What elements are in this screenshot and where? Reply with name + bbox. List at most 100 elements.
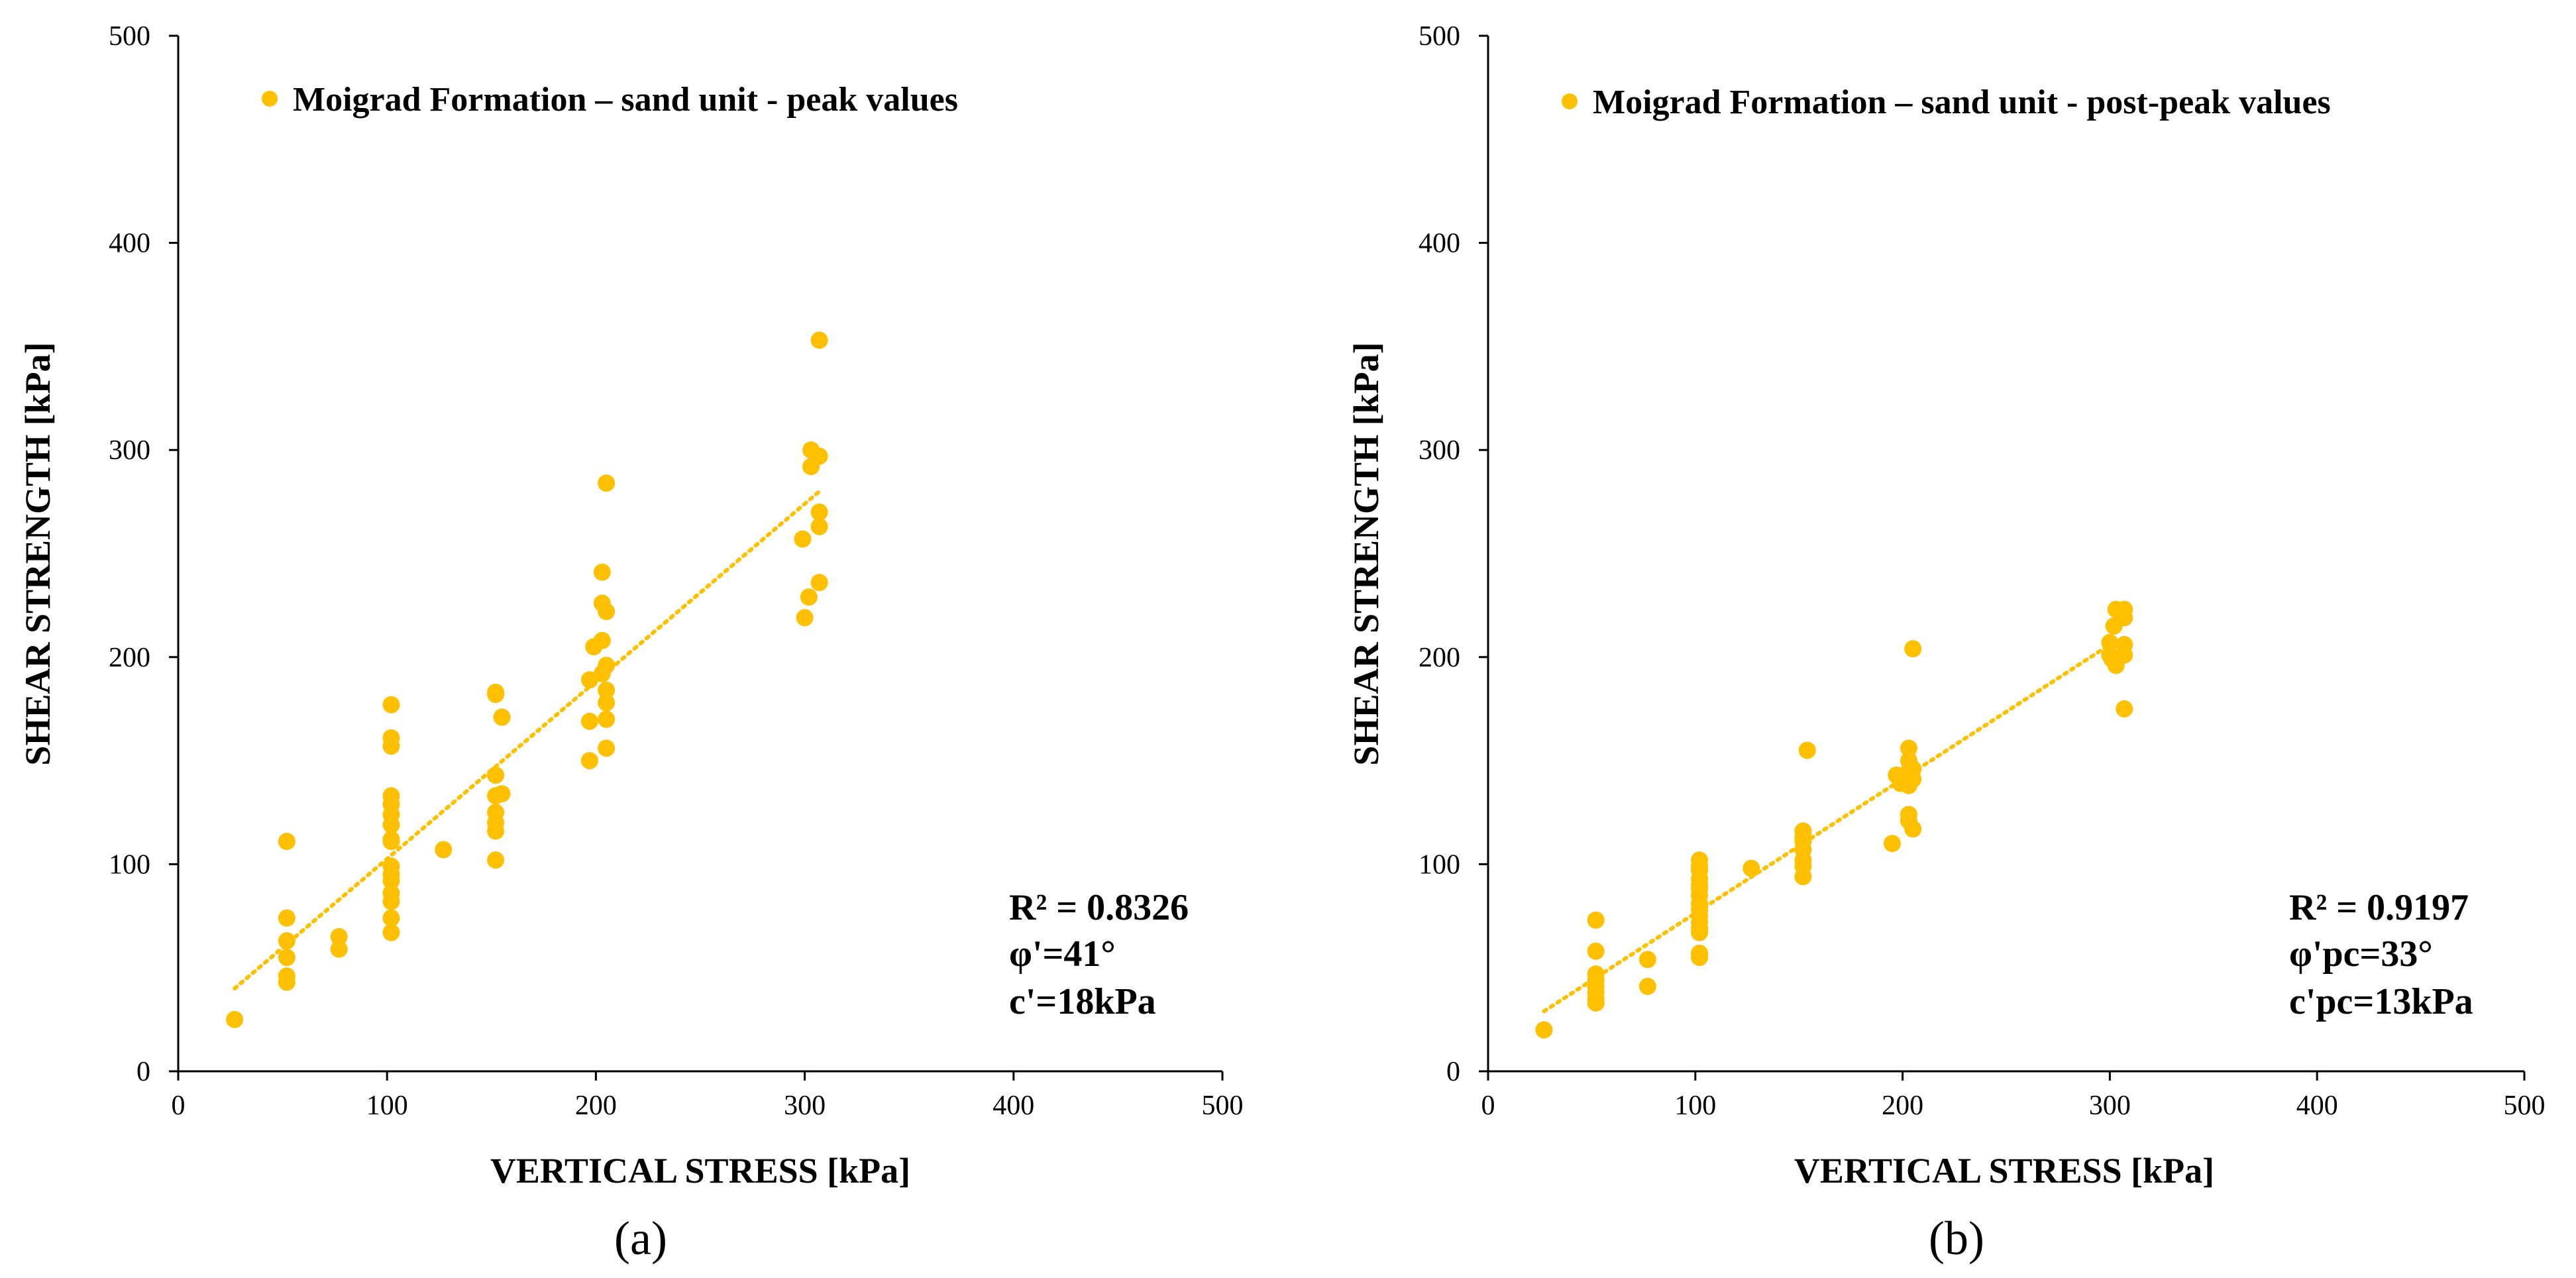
data-point	[1904, 820, 1922, 838]
data-point	[796, 609, 814, 627]
data-point	[278, 932, 295, 950]
r-squared-a: R² = 0.8326	[1009, 887, 1189, 928]
data-point	[1691, 924, 1709, 941]
data-point	[598, 681, 616, 699]
trendline-a	[233, 489, 822, 990]
data-point	[598, 603, 616, 621]
x-tick-label: 200	[575, 1091, 617, 1121]
x-tick-label: 400	[2296, 1091, 2338, 1121]
y-tick-label: 300	[109, 435, 150, 466]
data-point	[580, 712, 598, 730]
legend-marker-a	[262, 91, 278, 107]
data-point	[1535, 1021, 1553, 1039]
data-point	[382, 872, 400, 890]
legend-label-b: Moigrad Formation – sand unit - post-pea…	[1593, 83, 2331, 121]
ticks-a: 0 100 200 300 400 500 0 100 200 300 400 500	[109, 21, 1244, 1121]
data-point	[487, 851, 505, 869]
x-tick-label: 500	[2504, 1091, 2546, 1121]
y-tick-label: 300	[1419, 435, 1460, 466]
data-point	[593, 631, 611, 649]
cohesion-b: c'pc=13kPa	[2289, 981, 2473, 1022]
x-tick-label: 500	[1202, 1091, 1244, 1121]
x-tick-label: 0	[172, 1091, 186, 1121]
r-squared-b: R² = 0.9197	[2289, 887, 2469, 928]
y-tick-label: 100	[1419, 849, 1460, 880]
data-point	[435, 841, 453, 859]
x-tick-label: 400	[993, 1091, 1034, 1121]
data-point	[1798, 741, 1816, 759]
data-point	[382, 833, 400, 851]
data-point	[487, 766, 505, 784]
data-point	[382, 696, 400, 714]
y-tick-label: 400	[109, 229, 150, 259]
x-tick-label: 300	[784, 1091, 826, 1121]
data-point	[2101, 633, 2119, 651]
data-point	[1794, 868, 1812, 886]
trendline	[1542, 643, 2112, 1014]
data-point	[278, 909, 295, 927]
data-point	[2116, 646, 2133, 664]
data-point	[1638, 951, 1656, 969]
data-point	[1587, 994, 1605, 1012]
data-point	[1691, 949, 1709, 967]
scatter-points-a	[226, 331, 828, 1028]
data-point	[810, 331, 828, 349]
data-point	[487, 822, 505, 840]
data-point	[810, 517, 828, 535]
chart-a: 0 100 200 300 400 500 0 100 200 300 400 500 Moigrad…	[18, 21, 1244, 1265]
data-point	[1904, 640, 1922, 658]
x-tick-label: 0	[1481, 1091, 1495, 1121]
cohesion-a: c'=18kPa	[1009, 981, 1156, 1022]
x-axis-title-b: VERTICAL STRESS [kPa]	[1794, 1151, 2214, 1191]
data-point	[278, 833, 295, 851]
chart-b: 0 100 200 300 400 500 0 100 200 300 400 500 Moigrad…	[1346, 21, 2546, 1265]
data-point	[598, 657, 616, 674]
scatter-points-b	[1535, 600, 2133, 1039]
data-point	[493, 785, 511, 803]
data-point	[794, 530, 812, 548]
data-point	[1638, 977, 1656, 995]
data-point	[1587, 942, 1605, 960]
data-point	[330, 928, 348, 945]
ticks-b: 0 100 200 300 400 500 0 100 200 300 400 500	[1419, 21, 2546, 1121]
y-tick-label: 0	[136, 1057, 150, 1087]
y-tick-label: 500	[109, 21, 150, 52]
x-tick-label: 300	[2089, 1091, 2131, 1121]
legend-marker-b	[1562, 93, 1578, 109]
x-tick-label: 100	[1674, 1091, 1716, 1121]
x-tick-label: 100	[366, 1091, 408, 1121]
data-point	[598, 474, 616, 492]
panel-label-b: (b)	[1929, 1212, 1984, 1265]
data-point	[1587, 911, 1605, 929]
data-point	[1900, 739, 1917, 757]
y-axis-title-a: SHEAR STRENGTH [kPa]	[18, 342, 58, 765]
data-point	[330, 940, 348, 958]
data-point	[800, 588, 818, 606]
data-point	[2116, 700, 2133, 718]
x-tick-label: 200	[1882, 1091, 1923, 1121]
data-point	[810, 574, 828, 592]
data-point	[598, 710, 616, 728]
y-tick-label: 200	[109, 643, 150, 673]
data-point	[278, 949, 295, 967]
data-point	[810, 447, 828, 465]
data-point	[226, 1010, 244, 1028]
data-point	[382, 924, 400, 941]
x-axis-title-a: VERTICAL STRESS [kPa]	[490, 1151, 910, 1191]
trendline-b	[1542, 643, 2112, 1014]
y-axis-title-b: SHEAR STRENGTH [kPa]	[1346, 342, 1386, 765]
data-point	[598, 739, 616, 757]
legend-label-a: Moigrad Formation – sand unit - peak val…	[293, 81, 958, 119]
data-point	[580, 752, 598, 770]
y-tick-label: 400	[1419, 229, 1460, 259]
y-tick-label: 0	[1446, 1057, 1460, 1087]
y-tick-label: 200	[1419, 643, 1460, 673]
data-point	[382, 816, 400, 834]
data-point	[598, 694, 616, 712]
friction-angle-a: φ'=41°	[1009, 933, 1116, 975]
panel-label-a: (a)	[614, 1212, 667, 1265]
data-point	[1743, 859, 1760, 877]
y-tick-label: 500	[1419, 21, 1460, 52]
data-point	[487, 686, 505, 704]
